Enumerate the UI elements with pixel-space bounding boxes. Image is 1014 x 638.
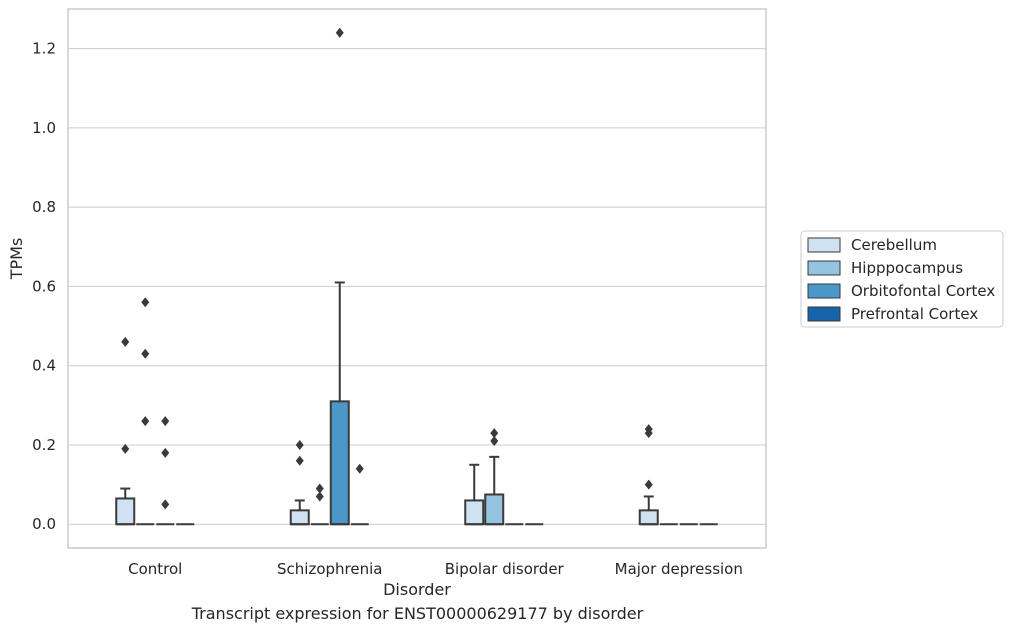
plot-frame bbox=[67, 8, 767, 549]
outlier-point bbox=[161, 499, 170, 510]
y-tick-label: 1.0 bbox=[32, 119, 56, 137]
x-tick-label: Bipolar disorder bbox=[445, 560, 565, 578]
y-tick-label: 0.8 bbox=[32, 198, 56, 216]
outlier-point bbox=[141, 416, 150, 427]
chart-caption: Transcript expression for ENST0000062917… bbox=[191, 604, 644, 623]
outlier-point bbox=[490, 435, 499, 446]
outlier-point bbox=[315, 483, 324, 494]
y-tick-label: 0.0 bbox=[32, 515, 56, 533]
outlier-point bbox=[315, 491, 324, 502]
outlier-point bbox=[490, 428, 499, 439]
outlier-point bbox=[121, 336, 130, 347]
x-tick-label: Major depression bbox=[615, 560, 743, 578]
x-tick-label: Control bbox=[128, 560, 182, 578]
legend-label: Cerebellum bbox=[851, 236, 937, 254]
outlier-point bbox=[161, 416, 170, 427]
outlier-point bbox=[355, 463, 364, 474]
outlier-point bbox=[295, 455, 304, 466]
outlier-point bbox=[141, 297, 150, 308]
outlier-point bbox=[644, 479, 653, 490]
box-body bbox=[115, 497, 136, 526]
legend-swatch bbox=[807, 237, 841, 253]
y-tick-label: 0.6 bbox=[32, 277, 56, 295]
box-body bbox=[464, 499, 485, 526]
outlier-point bbox=[121, 443, 130, 454]
legend-swatch bbox=[807, 283, 841, 299]
legend-label: Hipppocampus bbox=[851, 259, 963, 277]
outlier-point bbox=[335, 27, 344, 38]
legend-swatch bbox=[807, 306, 841, 322]
x-axis-label: Disorder bbox=[383, 580, 451, 599]
box-body bbox=[289, 509, 310, 526]
x-tick-label: Schizophrenia bbox=[277, 560, 382, 578]
legend-label: Prefrontal Cortex bbox=[851, 305, 978, 323]
y-axis-label: TPMs bbox=[7, 238, 26, 281]
outlier-point bbox=[644, 424, 653, 435]
box-body bbox=[484, 493, 505, 526]
outlier-point bbox=[295, 439, 304, 450]
outlier-point bbox=[161, 447, 170, 458]
box-body bbox=[329, 400, 350, 526]
legend-swatch bbox=[807, 260, 841, 276]
outlier-point bbox=[141, 348, 150, 359]
y-tick-label: 0.2 bbox=[32, 436, 56, 454]
box-body bbox=[638, 509, 659, 526]
legend-label: Orbitofontal Cortex bbox=[851, 282, 995, 300]
y-tick-label: 1.2 bbox=[32, 40, 56, 58]
y-tick-label: 0.4 bbox=[32, 357, 56, 375]
plot-area bbox=[68, 9, 766, 548]
legend-box bbox=[800, 230, 1004, 328]
